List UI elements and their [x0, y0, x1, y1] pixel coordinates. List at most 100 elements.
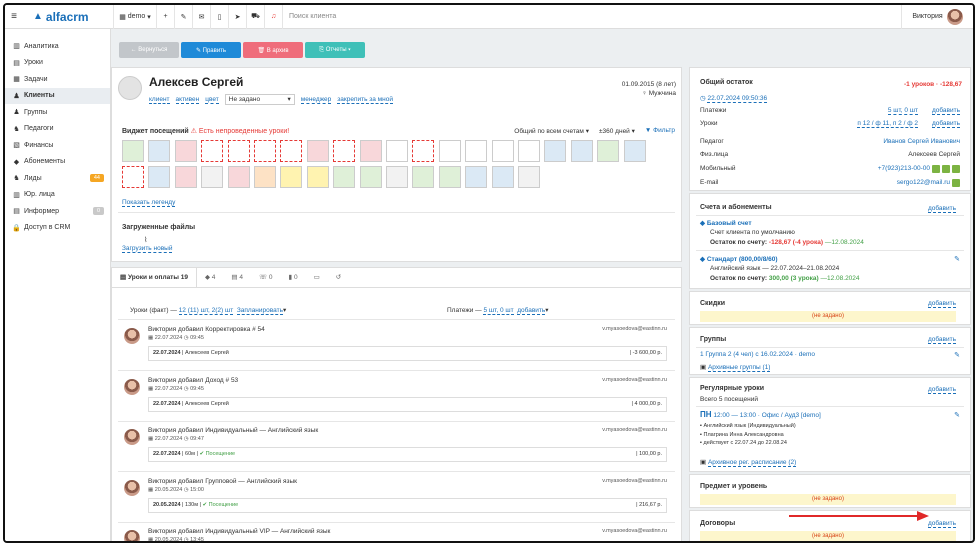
attendance-day-b12[interactable]: [438, 166, 461, 188]
group-item[interactable]: 1 Группа 2 (4 чел) с 16.02.2024 · demo: [700, 351, 816, 358]
attendance-day-2[interactable]: [174, 140, 197, 162]
standard-subscription[interactable]: ◆ Стандарт (800,00/8/60): [700, 255, 778, 263]
filter-button[interactable]: ▼ Фильтр: [644, 127, 675, 134]
attendance-day-b7[interactable]: [306, 166, 329, 188]
regular-archive-link[interactable]: Архивное рег. расписание (2): [707, 459, 797, 467]
attendance-day-b2[interactable]: [174, 166, 197, 188]
wrench-icon[interactable]: ✎: [175, 5, 193, 29]
attendance-day-b8[interactable]: [333, 166, 356, 188]
attendance-day-b1[interactable]: [148, 166, 171, 188]
mail-icon[interactable]: [932, 165, 940, 173]
telegram-icon[interactable]: ➤: [229, 5, 247, 29]
attendance-day-14[interactable]: [491, 140, 514, 162]
tab-tasks[interactable]: ◆ 4: [204, 274, 216, 281]
search-input[interactable]: Поиск клиента: [289, 13, 337, 20]
regular-archive[interactable]: ▣ Архивное рег. расписание (2): [700, 458, 797, 467]
attendance-day-b4[interactable]: [227, 166, 250, 188]
add-regular-link[interactable]: добавить: [927, 386, 956, 394]
tag-client[interactable]: клиент: [149, 95, 170, 104]
add-discount-link[interactable]: добавить: [927, 300, 956, 308]
whatsapp-icon[interactable]: [952, 165, 960, 173]
add-contract-link[interactable]: добавить: [927, 520, 956, 528]
attendance-day-3[interactable]: [201, 140, 224, 162]
bell-icon[interactable]: ♫: [265, 5, 283, 29]
sidebar-item-5[interactable]: ♞ Педагоги: [5, 121, 110, 138]
lessons-count-link[interactable]: 12 (11) шт, 2(2) шт: [178, 307, 234, 315]
sidebar-item-10[interactable]: ▤ Информер 0: [5, 203, 110, 220]
plus-icon[interactable]: +: [157, 5, 175, 29]
attendance-day-b15[interactable]: [518, 166, 540, 188]
email-value[interactable]: sergo122@mail.ru: [896, 179, 950, 186]
attendance-day-b10[interactable]: [386, 166, 408, 188]
cart-icon[interactable]: ⛟: [247, 5, 265, 29]
branch-selector[interactable]: ▦ demo ▾: [113, 5, 157, 29]
logo[interactable]: ▲ alfacrm: [23, 5, 113, 29]
sidebar-item-11[interactable]: 🔒 Доступ в CRM: [5, 220, 110, 237]
feed-entry[interactable]: 22.07.2024 | Алексеев Сергей | 4 000,00 р…: [148, 396, 667, 412]
attendance-day-15[interactable]: [518, 140, 540, 162]
tab-files[interactable]: ▤ 4: [231, 274, 243, 281]
feed-entry[interactable]: 22.07.2024 | 60м | ✔ Посещение | 100,00 р…: [148, 447, 667, 462]
upload-file-link[interactable]: Загрузить новый: [122, 245, 173, 253]
attendance-day-12[interactable]: [438, 140, 461, 162]
attendance-day-16[interactable]: [544, 140, 567, 162]
feed-entry[interactable]: 20.05.2024 | 130м | ✔ Посещение | 216,67 …: [148, 497, 667, 513]
attendance-day-19[interactable]: [623, 140, 646, 162]
add-payment-link[interactable]: добавить: [931, 107, 960, 115]
days-filter[interactable]: ±360 дней ▾: [598, 128, 635, 135]
sidebar-item-3[interactable]: ♟ Клиенты: [5, 87, 110, 104]
payments-value[interactable]: 5 шт, 0 шт: [887, 107, 918, 115]
user-menu[interactable]: Виктория: [901, 5, 973, 29]
attendance-day-9[interactable]: [359, 140, 382, 162]
manager-label[interactable]: менеджер: [300, 95, 332, 104]
edit-icon[interactable]: ✎: [954, 352, 960, 359]
sidebar-item-8[interactable]: ♞ Лиды 44: [5, 170, 110, 187]
add-account-link[interactable]: добавить: [927, 205, 956, 213]
tag-active[interactable]: активен: [175, 95, 200, 104]
attendance-day-b5[interactable]: [254, 166, 276, 188]
lessons-value[interactable]: п 12 / ф 11, п 2 / ф 2: [857, 120, 918, 128]
regular-item[interactable]: ПН 12:00 — 13:00 · Офис / Ауд3 [demo]: [700, 410, 821, 419]
tab-messages[interactable]: ▭: [306, 268, 328, 287]
feed-entry[interactable]: 22.07.2024 | Алексеев Сергей | -3 600,00 …: [148, 346, 667, 361]
teacher-value[interactable]: Иванов Сергей Иванович: [883, 138, 960, 145]
attendance-day-b0[interactable]: [122, 166, 144, 188]
attendance-day-5[interactable]: [254, 140, 276, 162]
edit-icon[interactable]: ✎: [954, 412, 960, 419]
add-group-link[interactable]: добавить: [927, 336, 956, 344]
sidebar-item-6[interactable]: ▧ Финансы: [5, 137, 110, 154]
attendance-day-8[interactable]: [333, 140, 356, 162]
tab-notes[interactable]: ▮ 0: [288, 274, 298, 281]
mail-icon[interactable]: [952, 179, 960, 187]
attendance-day-17[interactable]: [570, 140, 593, 162]
menu-icon[interactable]: ≡: [11, 11, 17, 22]
attendance-day-b14[interactable]: [491, 166, 514, 188]
archive-button[interactable]: 🗑 В архив: [243, 42, 303, 58]
mobile-value[interactable]: +7(923)213-00-00: [877, 165, 930, 172]
attendance-day-b13[interactable]: [465, 166, 488, 188]
attendance-day-0[interactable]: [122, 140, 144, 162]
attendance-day-b11[interactable]: [412, 166, 435, 188]
show-legend-link[interactable]: Показать легенду: [122, 199, 176, 207]
attendance-day-11[interactable]: [412, 140, 435, 162]
sidebar-item-9[interactable]: ▥ Юр. лица: [5, 187, 110, 204]
payments-count-link[interactable]: 5 шт, 0 шт: [483, 307, 514, 315]
attendance-day-4[interactable]: [227, 140, 250, 162]
sidebar-item-0[interactable]: ▥ Аналитика: [5, 38, 110, 55]
tab-history[interactable]: ↺: [328, 268, 349, 287]
attendance-day-10[interactable]: [386, 140, 408, 162]
edit-button[interactable]: ✎ Править: [181, 42, 241, 58]
attendance-day-1[interactable]: [148, 140, 171, 162]
attendance-day-18[interactable]: [597, 140, 620, 162]
edit-icon[interactable]: ✎: [954, 256, 960, 263]
reports-button[interactable]: ⎘ Отчеты ▾: [305, 42, 365, 58]
groups-archive-link[interactable]: Архивные группы (1): [707, 364, 771, 372]
balance-date-link[interactable]: 22.07.2024 09:50:36: [707, 95, 768, 103]
sidebar-item-7[interactable]: ◆ Абонементы: [5, 154, 110, 171]
copy-icon[interactable]: [942, 165, 950, 173]
attendance-day-6[interactable]: [280, 140, 303, 162]
back-button[interactable]: ← Вернуться: [119, 42, 179, 58]
groups-archive[interactable]: ▣ Архивные группы (1): [700, 363, 771, 372]
base-account[interactable]: ◆ Базовый счет: [700, 219, 752, 227]
assign-manager-link[interactable]: закрепить за мной: [337, 95, 393, 104]
